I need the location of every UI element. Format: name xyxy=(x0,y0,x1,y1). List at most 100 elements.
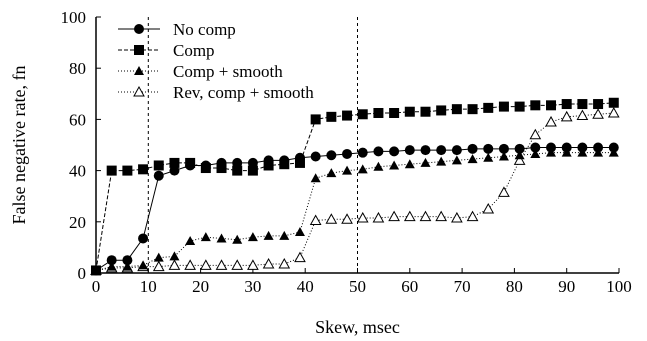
data-point xyxy=(483,152,494,162)
data-point xyxy=(185,157,196,168)
data-point xyxy=(232,234,243,244)
data-point xyxy=(404,145,415,156)
data-point xyxy=(576,109,589,121)
legend-marker xyxy=(134,66,144,75)
data-point xyxy=(608,142,619,153)
data-point xyxy=(561,99,572,110)
data-point xyxy=(420,157,431,167)
data-point xyxy=(592,108,604,119)
data-point xyxy=(466,210,479,222)
series-line xyxy=(95,152,614,271)
data-point xyxy=(153,170,164,181)
data-point xyxy=(389,108,400,118)
legend-marker xyxy=(134,45,144,55)
data-point xyxy=(231,259,244,270)
data-point xyxy=(372,211,385,223)
data-point xyxy=(341,213,353,224)
data-point xyxy=(451,104,462,115)
x-tick-label: 80 xyxy=(506,277,523,296)
data-point xyxy=(138,233,149,244)
data-point xyxy=(498,186,510,197)
data-point xyxy=(357,109,368,120)
data-point xyxy=(262,258,275,269)
data-point xyxy=(404,159,415,169)
data-point xyxy=(404,106,415,117)
data-point xyxy=(403,210,416,222)
data-point xyxy=(216,233,227,243)
data-point xyxy=(529,128,542,140)
data-point xyxy=(122,255,133,266)
data-point xyxy=(498,101,509,112)
data-point xyxy=(436,145,447,156)
data-point xyxy=(436,156,447,166)
x-tick-label: 40 xyxy=(297,277,314,296)
data-point xyxy=(279,230,290,240)
data-point xyxy=(389,160,400,170)
data-point xyxy=(122,261,133,271)
data-point xyxy=(184,259,196,270)
legend-label: Rev, comp + smooth xyxy=(173,83,314,102)
data-point xyxy=(247,232,258,242)
data-point xyxy=(357,164,368,174)
data-point xyxy=(498,143,509,154)
data-point xyxy=(420,145,431,156)
data-point xyxy=(106,261,117,271)
data-point xyxy=(436,105,447,116)
y-tick-label: 80 xyxy=(69,59,86,78)
legend-label: Comp xyxy=(173,41,215,60)
data-point xyxy=(451,211,463,223)
data-point xyxy=(373,108,384,118)
data-point xyxy=(420,106,431,117)
y-tick-label: 60 xyxy=(69,110,86,129)
data-point xyxy=(451,155,462,165)
data-point xyxy=(467,104,478,115)
data-point xyxy=(168,259,181,270)
data-point xyxy=(389,146,400,157)
y-axis-label: False negative rate, fn xyxy=(9,66,29,225)
data-point xyxy=(388,210,400,222)
data-point xyxy=(138,260,149,270)
y-tick-label: 100 xyxy=(61,8,87,27)
data-point xyxy=(593,142,604,153)
data-point xyxy=(216,163,227,174)
data-point xyxy=(326,168,337,178)
reference-lines xyxy=(147,17,358,273)
data-point xyxy=(326,111,337,122)
data-point xyxy=(309,214,322,226)
legend-item: Rev, comp + smooth xyxy=(118,83,314,102)
data-point xyxy=(200,163,211,174)
data-point xyxy=(530,142,541,153)
data-point xyxy=(514,101,525,112)
data-point xyxy=(467,143,478,154)
data-point xyxy=(342,165,353,175)
data-point xyxy=(419,210,432,222)
data-point xyxy=(215,259,228,270)
data-point xyxy=(373,161,384,171)
y-tick-label: 20 xyxy=(69,213,86,232)
data-point xyxy=(278,258,291,269)
y-tick-label: 0 xyxy=(78,264,87,283)
data-point xyxy=(152,260,165,272)
data-point xyxy=(483,102,494,113)
data-point xyxy=(513,154,526,165)
data-point xyxy=(232,157,243,168)
data-point xyxy=(607,106,620,118)
legend: No comp Comp Comp + smooth Rev, comp + smoo… xyxy=(118,20,314,102)
x-tick-label: 100 xyxy=(606,277,632,296)
legend-item: Comp xyxy=(118,41,215,60)
series-2 xyxy=(91,147,619,275)
data-point xyxy=(482,202,495,214)
x-tick-label: 70 xyxy=(454,277,471,296)
legend-label: Comp + smooth xyxy=(173,62,283,81)
x-tick-label: 10 xyxy=(140,277,157,296)
series-line xyxy=(95,102,614,271)
data-point xyxy=(310,114,321,125)
data-point xyxy=(199,259,212,270)
data-point xyxy=(169,251,180,261)
data-point xyxy=(294,227,305,237)
x-axis-label: Skew, msec xyxy=(315,317,400,337)
data-point xyxy=(247,165,258,176)
data-point xyxy=(451,145,462,156)
data-point xyxy=(498,151,509,161)
data-point xyxy=(546,100,557,111)
